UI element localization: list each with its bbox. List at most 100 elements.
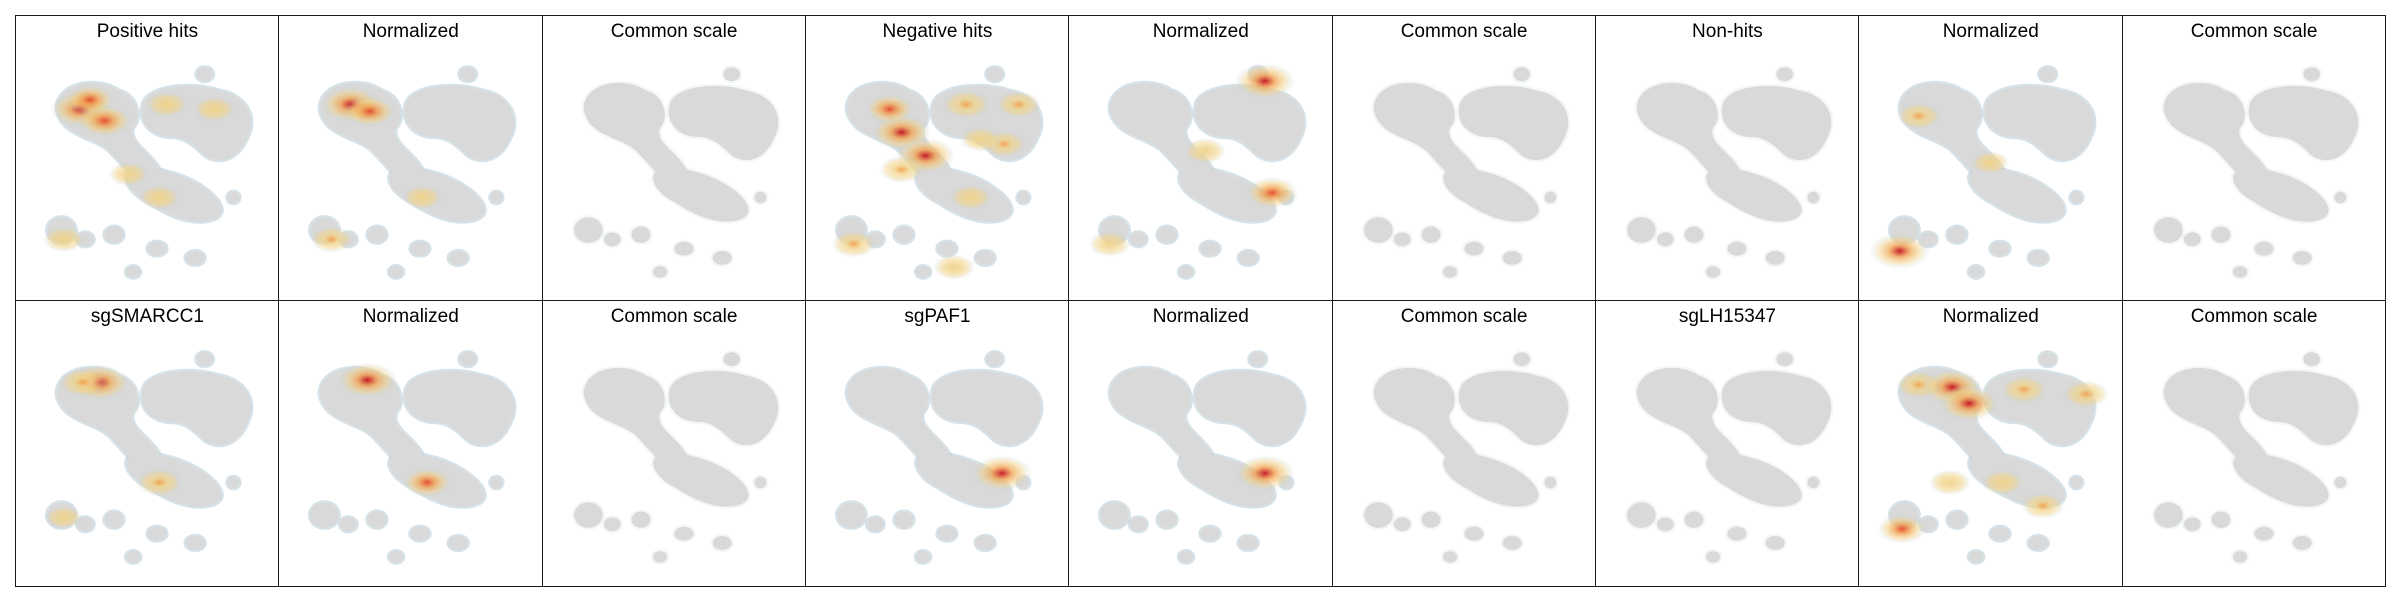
- embedding-background: [1098, 65, 1307, 280]
- density-hotspot: [933, 254, 975, 281]
- density-hotspot: [1878, 514, 1927, 544]
- density-plot: [1089, 63, 1307, 280]
- density-hotspot: [136, 468, 183, 497]
- embedding-background: [1098, 350, 1307, 565]
- panel-1-3: Common scale: [541, 15, 807, 302]
- panel-1-7: Non-hits: [1595, 15, 1860, 302]
- density-hotspot: [59, 368, 107, 397]
- panel-title: Positive hits: [96, 21, 199, 42]
- density-plot: [571, 350, 781, 565]
- density-hotspot: [2063, 380, 2110, 409]
- panel-1-4: Negative hits: [805, 15, 1070, 302]
- density-hotspot: [2021, 492, 2065, 519]
- density-hotspot: [879, 155, 924, 184]
- panel-1-8: Normalized: [1858, 15, 2124, 302]
- panel-title: Normalized: [1152, 306, 1249, 327]
- embedding-background: [1624, 350, 1834, 565]
- density-hotspot: [2001, 375, 2048, 404]
- density-plot: [834, 350, 1044, 565]
- embedding-background: [834, 350, 1044, 565]
- embedding-background: [571, 65, 781, 280]
- density-hotspot: [1184, 138, 1227, 164]
- embedding-background: [2151, 350, 2361, 565]
- panel-title: Common scale: [610, 21, 738, 42]
- panel-1-2: Normalized: [278, 15, 544, 302]
- density-plot: [1870, 65, 2097, 280]
- panel-title: sgSMARCC1: [90, 306, 204, 327]
- density-hotspot: [139, 185, 180, 210]
- panel-2-7: sgLH15347: [1595, 300, 1860, 587]
- density-hotspot: [108, 162, 148, 187]
- panel-1-9: Common scale: [2121, 15, 2387, 302]
- density-hotspot: [45, 505, 83, 529]
- panel-2-4: sgPAF1: [805, 300, 1070, 587]
- density-hotspot: [942, 90, 990, 119]
- density-plot: [1361, 350, 1571, 565]
- panel-2-2: Normalized: [278, 300, 544, 587]
- figure-grid: Positive hits Normalized Common scale Negat…: [15, 15, 2387, 587]
- density-hotspot: [831, 230, 877, 258]
- density-plot: [308, 65, 517, 280]
- panel-title: Negative hits: [882, 21, 993, 42]
- density-hotspot: [960, 126, 1001, 152]
- density-hotspot: [971, 455, 1032, 492]
- density-hotspot: [65, 85, 115, 115]
- embedding-background: [571, 350, 781, 565]
- panel-1-6: Common scale: [1331, 15, 1597, 302]
- panel-2-8: Normalized: [1858, 300, 2124, 587]
- density-hotspot: [337, 362, 398, 399]
- panel-title: Normalized: [1152, 21, 1249, 42]
- panel-2-1: sgSMARCC1: [15, 300, 280, 587]
- density-hotspot: [403, 185, 443, 210]
- panel-title: Normalized: [362, 306, 459, 327]
- density-hotspot: [1245, 176, 1299, 209]
- panel-title: Common scale: [1400, 21, 1528, 42]
- density-hotspot: [1896, 102, 1942, 130]
- density-hotspot: [193, 96, 236, 122]
- density-plot: [1624, 65, 1834, 280]
- embedding-background: [308, 350, 517, 565]
- density-plot: [2151, 65, 2361, 280]
- panel-title: Normalized: [1942, 21, 2039, 42]
- density-hotspot: [1089, 231, 1131, 257]
- panel-1-5: Normalized: [1068, 15, 1334, 302]
- panel-title: Common scale: [2190, 21, 2318, 42]
- panel-2-6: Common scale: [1331, 300, 1597, 587]
- density-hotspot: [1235, 455, 1296, 492]
- panel-title: Non-hits: [1692, 21, 1763, 42]
- density-plot: [42, 65, 254, 280]
- panel-title: Common scale: [2190, 306, 2318, 327]
- density-hotspot: [42, 226, 85, 253]
- density-hotspot: [1929, 469, 1971, 496]
- panel-title: Normalized: [362, 21, 459, 42]
- density-hotspot: [403, 467, 452, 498]
- density-plot: [308, 350, 517, 565]
- panel-title: Common scale: [1400, 306, 1528, 327]
- panel-title: Common scale: [610, 306, 738, 327]
- density-hotspot: [310, 226, 354, 253]
- panel-title: sgPAF1: [904, 306, 971, 327]
- density-plot: [1624, 350, 1834, 565]
- panel-2-5: Normalized: [1068, 300, 1334, 587]
- panel-2-9: Common scale: [2121, 300, 2387, 587]
- density-hotspot: [949, 184, 992, 211]
- panel-2-3: Common scale: [541, 300, 807, 587]
- density-plot: [2151, 350, 2361, 565]
- density-hotspot: [996, 90, 1041, 119]
- panel-title: sgLH15347: [1678, 306, 1777, 327]
- density-hotspot: [1870, 233, 1930, 269]
- density-hotspot: [1235, 63, 1296, 100]
- density-plot: [1878, 350, 2110, 565]
- embedding-background: [1361, 65, 1571, 280]
- density-hotspot: [1939, 385, 2000, 422]
- density-plot: [831, 65, 1044, 281]
- density-hotspot: [1981, 469, 2024, 496]
- density-plot: [44, 350, 254, 565]
- embedding-background: [1361, 350, 1571, 565]
- embedding-background: [1624, 65, 1834, 280]
- panel-1-1: Positive hits: [15, 15, 280, 302]
- embedding-background: [2151, 65, 2361, 280]
- density-hotspot: [1971, 151, 2010, 175]
- panel-title: Normalized: [1942, 306, 2039, 327]
- density-plot: [1361, 65, 1571, 280]
